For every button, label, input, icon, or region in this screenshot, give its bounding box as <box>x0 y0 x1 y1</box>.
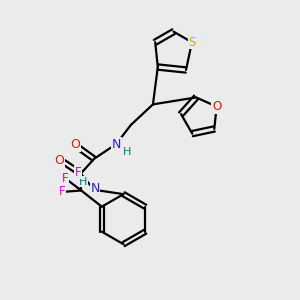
Text: F: F <box>59 185 65 199</box>
Text: N: N <box>90 182 100 195</box>
Text: S: S <box>188 36 196 49</box>
Text: H: H <box>123 147 131 158</box>
Text: O: O <box>212 100 221 113</box>
Text: F: F <box>62 172 68 184</box>
Text: N: N <box>112 138 121 151</box>
Text: F: F <box>75 166 82 179</box>
Text: O: O <box>70 138 80 151</box>
Text: O: O <box>55 154 64 167</box>
Text: H: H <box>79 176 87 187</box>
